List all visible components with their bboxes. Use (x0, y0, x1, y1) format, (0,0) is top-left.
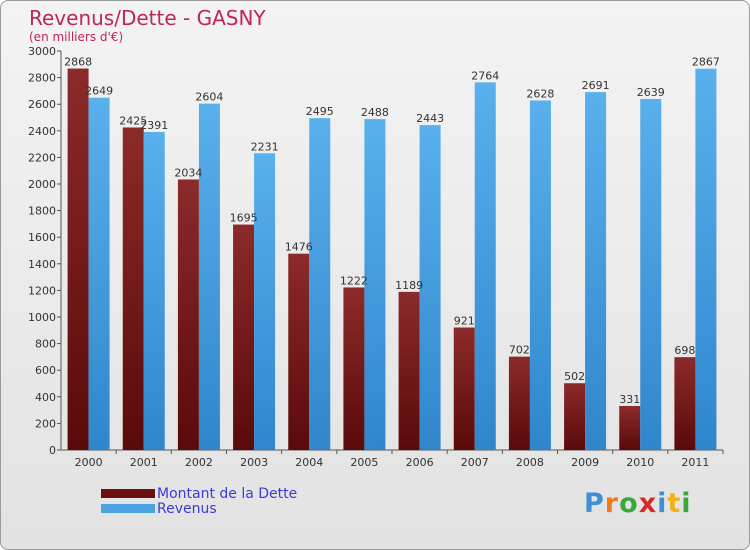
data-label: 1189 (395, 279, 423, 292)
data-label: 502 (564, 370, 585, 383)
bar-revenus (695, 68, 717, 451)
y-tick-label: 0 (49, 444, 56, 457)
legend-swatch-debt (101, 489, 155, 498)
bar-revenus (419, 125, 441, 451)
logo-letter: r (604, 488, 620, 519)
x-tick-label: 2000 (75, 456, 103, 469)
logo-letter: i (681, 488, 692, 519)
data-label: 2639 (637, 86, 665, 99)
data-label: 2443 (416, 112, 444, 125)
bar-dette (343, 287, 365, 450)
data-label: 2488 (361, 106, 389, 119)
bar-dette (453, 327, 475, 450)
bar-revenus (309, 118, 331, 450)
data-label: 1695 (230, 212, 258, 225)
bar-revenus (529, 100, 551, 450)
x-tick-label: 2008 (516, 456, 544, 469)
bar-dette (177, 179, 199, 450)
y-tick-label: 3000 (28, 45, 56, 58)
data-label: 2868 (64, 56, 92, 69)
logo-letter: t (667, 488, 682, 519)
data-label: 2649 (85, 85, 113, 98)
x-tick-label: 2009 (571, 456, 599, 469)
chart-bars (67, 68, 717, 451)
logo-letter: i (657, 488, 668, 519)
y-tick-label: 200 (35, 417, 56, 430)
data-label: 2231 (251, 140, 279, 153)
data-label: 1476 (285, 241, 313, 254)
data-label: 2867 (692, 56, 720, 69)
x-tick-label: 2003 (240, 456, 268, 469)
y-tick-label: 1200 (28, 284, 56, 297)
bar-revenus (364, 119, 386, 450)
bar-revenus (143, 131, 165, 450)
bar-revenus (640, 99, 662, 450)
y-tick-label: 1600 (28, 231, 56, 244)
y-tick-label: 2400 (28, 125, 56, 138)
chart-title: Revenus/Dette - GASNY (29, 6, 266, 30)
data-label: 2691 (582, 79, 610, 92)
data-label: 1222 (340, 274, 368, 287)
bar-revenus (88, 97, 110, 451)
x-tick-label: 2006 (406, 456, 434, 469)
y-tick-label: 600 (35, 364, 56, 377)
data-label: 2425 (119, 114, 147, 127)
data-label: 2495 (306, 105, 334, 118)
chart-subtitle: (en milliers d'€) (29, 30, 124, 44)
y-tick-label: 2000 (28, 178, 56, 191)
x-tick-label: 2010 (626, 456, 654, 469)
x-tick-label: 2002 (185, 456, 213, 469)
y-tick-label: 400 (35, 391, 56, 404)
legend-label-debt: Montant de la Dette (157, 486, 298, 502)
data-label: 2604 (195, 91, 223, 104)
bar-dette (674, 357, 696, 450)
legend-swatch-revenus (101, 504, 155, 513)
data-label: 702 (509, 344, 530, 357)
bar-dette (398, 291, 420, 450)
bar-dette (508, 356, 530, 450)
bar-dette (233, 224, 255, 450)
x-tick-label: 2005 (350, 456, 378, 469)
y-tick-label: 1000 (28, 311, 56, 324)
data-label: 2764 (471, 69, 499, 82)
data-label: 2034 (174, 166, 202, 179)
data-label: 2391 (140, 119, 168, 132)
y-tick-label: 800 (35, 338, 56, 351)
logo-letter: x (638, 488, 658, 519)
data-label: 698 (674, 344, 695, 357)
x-tick-label: 2004 (295, 456, 323, 469)
x-tick-label: 2011 (681, 456, 709, 469)
logo-letter: P (584, 488, 605, 519)
x-tick-label: 2007 (461, 456, 489, 469)
bar-dette (564, 383, 586, 450)
bar-revenus (198, 103, 220, 450)
legend-label-revenus: Revenus (157, 501, 217, 517)
data-label: 331 (619, 393, 640, 406)
y-tick-label: 2200 (28, 151, 56, 164)
bar-revenus (585, 92, 607, 451)
data-label: 2628 (526, 87, 554, 100)
y-tick-label: 1400 (28, 258, 56, 271)
chart-axes: 0 200 400 600 800 1000 1200 1400 1600 1800 2000 220… (28, 45, 724, 469)
bar-revenus (254, 153, 276, 451)
y-tick-label: 2600 (28, 98, 56, 111)
bar-dette (67, 68, 89, 450)
bar-dette (288, 253, 310, 450)
y-tick-label: 1800 (28, 205, 56, 218)
x-tick-label: 2001 (130, 456, 158, 469)
bar-dette (619, 405, 641, 450)
y-tick-label: 2800 (28, 72, 56, 85)
bar-revenus (474, 82, 496, 450)
proxiti-logo: Proxiti (584, 488, 692, 519)
bar-dette (122, 127, 144, 450)
logo-letter: o (619, 488, 639, 519)
data-label: 921 (454, 315, 475, 328)
